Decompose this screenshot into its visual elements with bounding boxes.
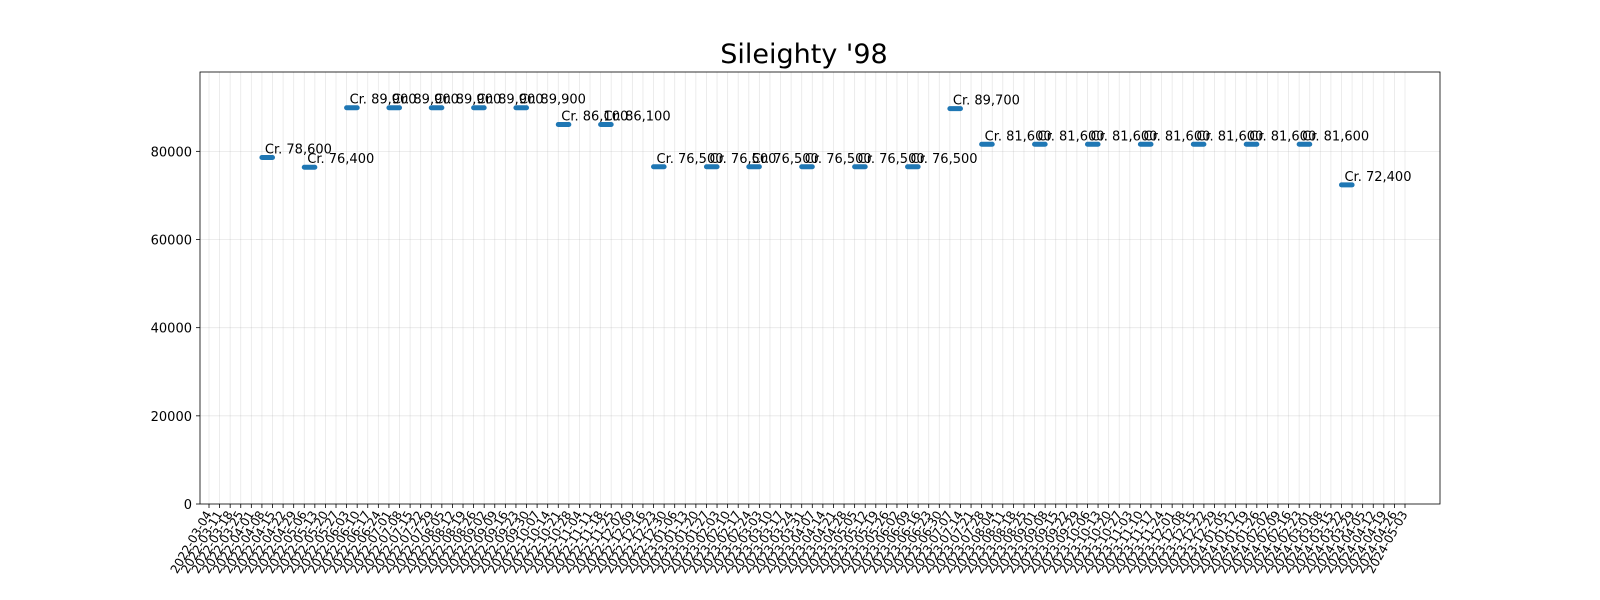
- y-tick-label: 0: [184, 498, 192, 513]
- data-label: Cr. 78,600: [265, 143, 332, 158]
- data-label: Cr. 89,900: [434, 93, 501, 108]
- chart-title: Sileighty '98: [720, 39, 887, 70]
- data-label: Cr. 81,600: [1038, 129, 1105, 144]
- data-label: Cr. 86,100: [604, 109, 671, 124]
- data-label: Cr. 72,400: [1344, 170, 1411, 185]
- data-label: Cr. 81,600: [1143, 129, 1210, 144]
- y-tick-label: 20000: [151, 410, 192, 425]
- data-label: Cr. 76,500: [805, 152, 872, 167]
- price-series: [259, 105, 1355, 188]
- data-label: Cr. 89,900: [519, 93, 586, 108]
- data-label: Cr. 81,600: [1249, 129, 1316, 144]
- axes-frame: [199, 71, 1441, 505]
- y-axis: 0 20000 40000 60000 80000: [151, 145, 200, 513]
- data-label: Cr. 76,500: [911, 152, 978, 167]
- y-tick-label: 80000: [151, 145, 192, 160]
- data-label: Cr. 76,500: [709, 152, 776, 167]
- data-label: Cr. 89,900: [392, 93, 459, 108]
- data-label: Cr. 76,500: [752, 152, 819, 167]
- data-label: Cr. 76,400: [307, 152, 374, 167]
- data-label: Cr. 76,500: [858, 152, 925, 167]
- x-axis: 2022-03-042022-03-112022-03-182022-03-25…: [168, 504, 1411, 576]
- y-tick-label: 40000: [151, 322, 192, 337]
- data-label: Cr. 89,900: [350, 93, 417, 108]
- data-label: Cr. 76,500: [657, 152, 724, 167]
- data-label: Cr. 86,100: [561, 109, 628, 124]
- data-label: Cr. 89,900: [477, 93, 544, 108]
- y-tick-label: 60000: [151, 234, 192, 249]
- data-label: Cr. 81,600: [1302, 129, 1369, 144]
- data-label: Cr. 81,600: [1196, 129, 1263, 144]
- data-label: Cr. 81,600: [1090, 129, 1157, 144]
- data-label: Cr. 89,700: [953, 94, 1020, 109]
- data-label: Cr. 81,600: [985, 129, 1052, 144]
